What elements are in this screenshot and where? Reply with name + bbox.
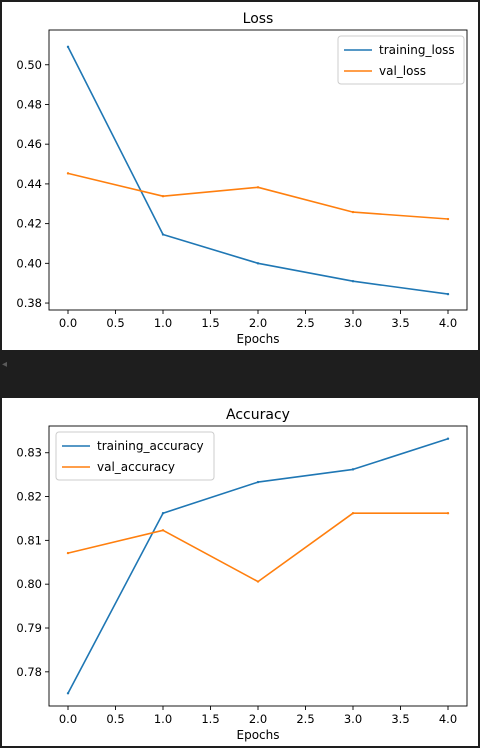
legend-box xyxy=(337,35,465,85)
legend-label-training_accuracy: training_accuracy xyxy=(97,439,204,453)
x-tick-label: 1.5 xyxy=(201,316,219,330)
x-tick-label: 3.5 xyxy=(391,712,409,726)
y-tick-label: 0.48 xyxy=(16,97,42,111)
x-tick-label: 2.5 xyxy=(296,316,314,330)
y-tick-label: 0.40 xyxy=(16,256,42,270)
collapse-arrow-icon[interactable]: ◂ xyxy=(2,359,8,370)
chart-title: Accuracy xyxy=(226,407,290,423)
x-tick-label: 1.0 xyxy=(154,316,172,330)
x-tick-label: 3.5 xyxy=(391,316,409,330)
y-tick-label: 0.82 xyxy=(16,490,42,504)
data-point xyxy=(351,280,355,283)
data-point xyxy=(66,45,70,49)
x-tick-label: 3.0 xyxy=(344,712,362,726)
y-tick-label: 0.38 xyxy=(16,296,42,310)
data-point xyxy=(351,468,355,471)
y-tick-label: 0.83 xyxy=(16,446,42,460)
data-point xyxy=(351,210,355,214)
chart-title: Loss xyxy=(243,11,274,27)
data-point xyxy=(446,217,450,221)
legend: training_loss val_loss xyxy=(337,35,465,85)
x-tick-label: 1.5 xyxy=(201,712,219,726)
y-tick-label: 0.79 xyxy=(16,621,42,635)
data-point xyxy=(66,692,70,695)
y-tick-label: 0.80 xyxy=(16,577,42,591)
y-tick-label: 0.46 xyxy=(16,137,42,151)
data-point xyxy=(256,580,260,583)
legend: training_accuracy val_accuracy xyxy=(55,431,215,481)
data-point xyxy=(446,437,450,440)
accuracy-chart: Accuracy 0.0 0.5 1.0 1.5 2.0 2.5 3.0 3.5 4.0 0.78 0… xyxy=(16,407,468,742)
x-tick-label: 0.5 xyxy=(106,712,124,726)
x-tick-label: 2.0 xyxy=(249,712,267,726)
accuracy-chart-panel: Accuracy 0.0 0.5 1.0 1.5 2.0 2.5 3.0 3.5 4.0 0.78 0… xyxy=(2,398,478,746)
x-axis-label: Epochs xyxy=(237,332,280,346)
x-tick-label: 1.0 xyxy=(154,712,172,726)
data-point xyxy=(161,195,165,198)
x-tick-label: 0.5 xyxy=(106,316,124,330)
data-point xyxy=(256,480,260,484)
data-point xyxy=(446,511,450,515)
series-line-val_accuracy xyxy=(67,512,448,583)
x-axis-label: Epochs xyxy=(237,728,280,742)
x-tick-label: 0.0 xyxy=(59,316,77,330)
x-tick-label: 2.5 xyxy=(296,712,314,726)
y-tick-label: 0.42 xyxy=(16,217,42,231)
legend-box xyxy=(55,431,215,481)
loss-chart: Loss 0.0 0.5 1.0 1.5 2.0 2.5 3.0 3.5 4.0 0.38 0.40 0… xyxy=(16,11,468,346)
data-point xyxy=(256,262,260,265)
x-tick-label: 0.0 xyxy=(59,712,77,726)
data-point xyxy=(446,292,450,296)
series-line-val_loss xyxy=(67,172,449,220)
data-point xyxy=(256,186,260,189)
legend-label-val_loss: val_loss xyxy=(379,64,426,78)
x-tick-label: 2.0 xyxy=(249,316,267,330)
x-tick-label: 4.0 xyxy=(439,316,457,330)
data-point xyxy=(66,172,70,175)
y-tick-label: 0.50 xyxy=(16,58,42,72)
x-tick-label: 4.0 xyxy=(439,712,457,726)
data-point xyxy=(161,511,165,515)
data-point xyxy=(351,511,355,515)
legend-label-training_loss: training_loss xyxy=(379,43,455,57)
y-tick-label: 0.78 xyxy=(16,665,42,679)
data-point xyxy=(161,529,165,532)
data-point xyxy=(66,551,70,555)
y-tick-label: 0.81 xyxy=(16,533,42,547)
legend-label-val_accuracy: val_accuracy xyxy=(97,460,175,474)
loss-chart-panel: Loss 0.0 0.5 1.0 1.5 2.0 2.5 3.0 3.5 4.0 0.38 0.40 0… xyxy=(2,2,478,350)
x-tick-label: 3.0 xyxy=(344,316,362,330)
y-tick-label: 0.44 xyxy=(16,177,42,191)
data-point xyxy=(161,233,165,236)
